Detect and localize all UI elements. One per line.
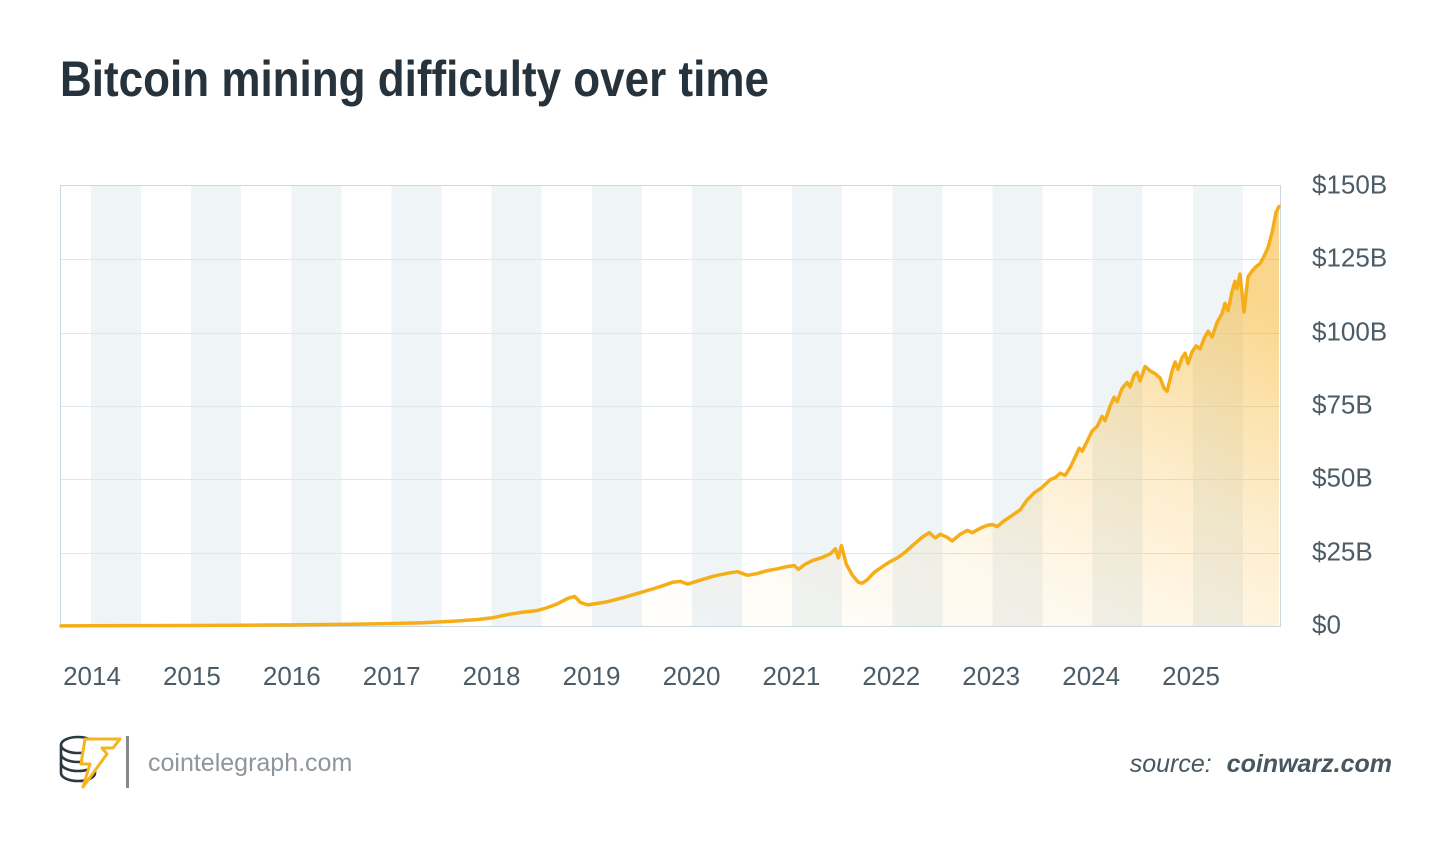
footer-divider bbox=[126, 736, 129, 788]
x-tick-label: 2025 bbox=[1162, 661, 1221, 691]
x-tick-label: 2016 bbox=[262, 661, 321, 691]
gridline bbox=[61, 479, 1280, 481]
x-tick-label: 2017 bbox=[362, 661, 421, 691]
y-tick-label: $100B bbox=[1312, 316, 1388, 347]
x-tick-label: 2018 bbox=[462, 661, 521, 691]
difficulty-area-chart bbox=[59, 204, 1281, 628]
x-tick-label: 2024 bbox=[1062, 661, 1121, 691]
y-tick-label: $0 bbox=[1312, 609, 1341, 640]
y-tick-label: $75B bbox=[1312, 389, 1373, 420]
x-tick-label: 2023 bbox=[962, 661, 1021, 691]
y-tick-label: $25B bbox=[1312, 536, 1373, 567]
source-name: coinwarz.com bbox=[1226, 750, 1392, 778]
gridline bbox=[61, 259, 1280, 261]
x-tick-label: 2019 bbox=[562, 661, 621, 691]
series-line bbox=[59, 204, 1281, 628]
x-tick-label: 2022 bbox=[862, 661, 921, 691]
lightning-bolt-icon bbox=[79, 737, 122, 789]
source-attribution: source: coinwarz.com bbox=[1130, 750, 1392, 779]
x-tick-label: 2021 bbox=[762, 661, 821, 691]
gridline bbox=[61, 332, 1280, 334]
cointelegraph-logo bbox=[59, 735, 122, 789]
y-tick-label: $50B bbox=[1312, 462, 1373, 493]
gridline bbox=[61, 406, 1280, 407]
chart-title: Bitcoin mining difficulty over time bbox=[60, 51, 769, 107]
x-tick-label: 2020 bbox=[662, 661, 721, 691]
y-tick-label: $150B bbox=[1312, 169, 1388, 200]
x-tick-label: 2015 bbox=[162, 661, 221, 691]
gridline bbox=[61, 552, 1280, 554]
series-area-fill bbox=[61, 206, 1279, 626]
brand-text: cointelegraph.com bbox=[148, 749, 353, 777]
plot-area bbox=[59, 185, 1281, 628]
source-prefix: source: bbox=[1129, 750, 1212, 778]
x-tick-label: 2014 bbox=[63, 661, 121, 691]
y-tick-label: $125B bbox=[1312, 242, 1388, 273]
